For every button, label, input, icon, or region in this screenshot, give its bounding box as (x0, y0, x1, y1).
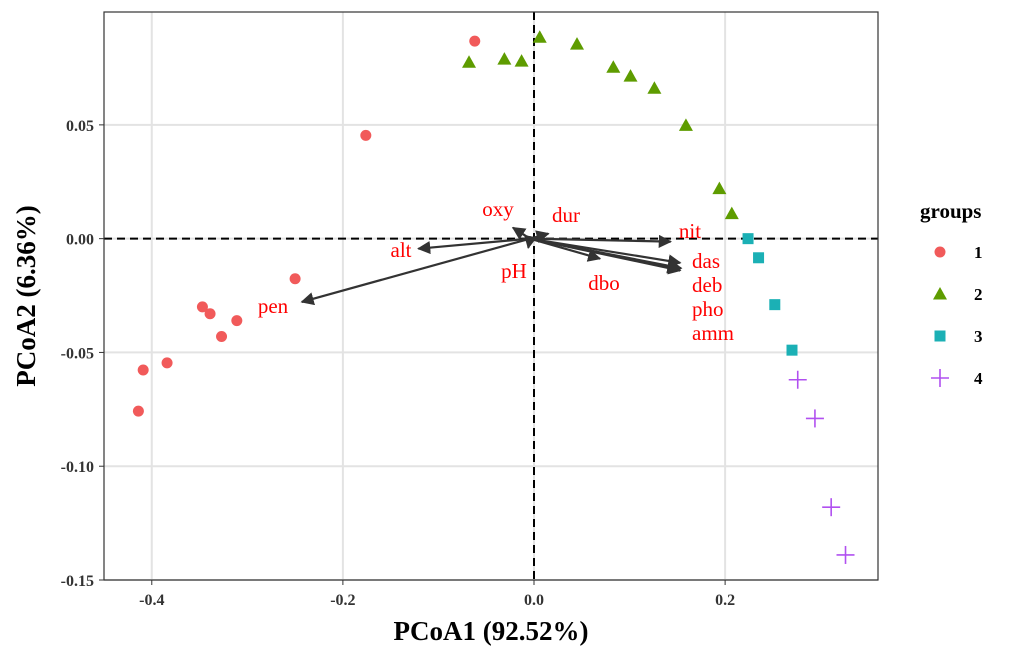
point-group-1 (137, 364, 149, 376)
legend-label: 4 (974, 369, 983, 388)
point-group-3 (753, 252, 765, 264)
point-group-2 (623, 69, 638, 82)
vector-arrow-nit (529, 234, 672, 248)
point-group-1 (231, 315, 243, 327)
point-group-3 (786, 344, 798, 356)
vector-arrow-amm (529, 237, 683, 273)
x-axis-ticks: -0.4 -0.2 0.0 0.2 (139, 580, 735, 609)
point-group-1 (360, 129, 372, 141)
y-axis-title: PCoA2 (6.36%) (11, 205, 41, 386)
point-group-3 (742, 233, 754, 245)
x-tick-label: -0.4 (139, 592, 164, 609)
vector-label-pH: pH (501, 259, 527, 283)
legend: groups 1 2 3 4 (920, 199, 983, 388)
plot-panel-background (104, 12, 878, 580)
data-points (132, 30, 855, 564)
point-group-2 (462, 55, 477, 68)
vector-arrow-pen (300, 237, 531, 306)
vector-label-das: das (692, 249, 720, 273)
y-axis-ticks: -0.15 -0.10 -0.05 0.00 0.05 (61, 118, 104, 590)
vector-label-deb: deb (692, 273, 722, 297)
point-group-2 (712, 181, 727, 195)
vector-label-alt: alt (391, 238, 412, 262)
legend-key-square-icon (934, 330, 946, 342)
legend-label: 1 (974, 243, 983, 262)
x-tick-label: 0.0 (524, 592, 544, 609)
point-group-1 (204, 308, 216, 320)
legend-item-1: 1 (934, 243, 983, 262)
point-group-4 (822, 498, 841, 517)
point-group-2 (678, 118, 693, 131)
point-group-1 (469, 35, 481, 47)
vector-label-pen: pen (258, 294, 289, 318)
legend-key-plus-icon (931, 369, 949, 387)
y-tick-label: -0.15 (61, 573, 94, 590)
legend-label: 3 (974, 327, 983, 346)
point-group-4 (788, 370, 807, 389)
legend-title: groups (920, 199, 981, 223)
point-group-2 (724, 206, 739, 220)
legend-key-circle-icon (934, 246, 946, 258)
point-group-2 (606, 60, 621, 73)
point-group-4 (836, 545, 855, 564)
vector-label-dur: dur (552, 203, 580, 227)
y-tick-label: 0.05 (66, 118, 94, 135)
vector-label-pho: pho (692, 297, 724, 321)
vector-arrow-alt (417, 237, 531, 255)
legend-item-4: 4 (931, 369, 983, 388)
vector-label-dbo: dbo (588, 271, 620, 295)
y-tick-label: -0.10 (61, 459, 94, 476)
y-tick-label: -0.05 (61, 345, 94, 362)
point-group-2 (497, 52, 512, 65)
plot-panel-border (103, 11, 879, 581)
y-tick-label: 0.00 (66, 232, 94, 249)
point-group-3 (769, 299, 781, 311)
vector-label-amm: amm (692, 321, 734, 345)
x-tick-label: -0.2 (330, 592, 355, 609)
point-group-2 (514, 54, 529, 67)
point-group-1 (289, 273, 301, 285)
point-group-1 (216, 331, 228, 343)
point-group-1 (132, 405, 144, 417)
legend-item-2: 2 (933, 285, 983, 304)
vector-label-oxy: oxy (482, 197, 514, 221)
point-group-2 (532, 30, 547, 43)
legend-key-triangle-icon (933, 287, 947, 300)
point-group-4 (805, 409, 824, 428)
x-tick-label: 0.2 (715, 592, 735, 609)
legend-item-3: 3 (934, 327, 983, 346)
legend-label: 2 (974, 285, 983, 304)
point-group-1 (161, 357, 173, 369)
point-group-2 (570, 37, 584, 50)
point-group-2 (647, 81, 662, 94)
point-group-1 (196, 301, 208, 313)
vector-label-nit: nit (679, 219, 701, 243)
x-axis-title: PCoA1 (92.52%) (394, 616, 589, 646)
vector-arrow-pH (524, 234, 537, 250)
